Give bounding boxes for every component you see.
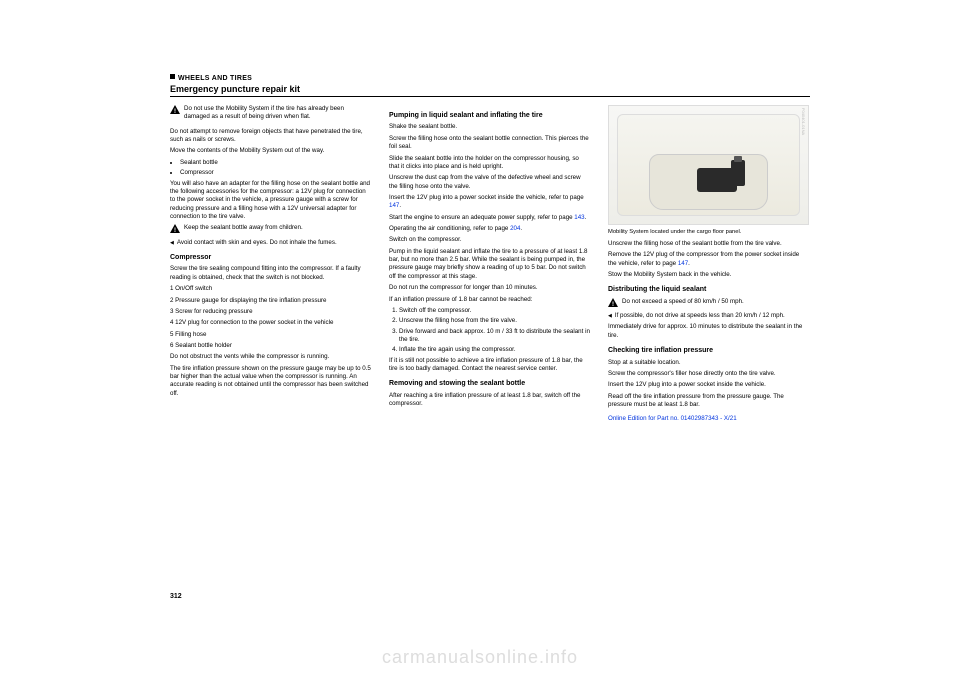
body-text: 4 12V plug for connection to the power s… — [170, 319, 371, 327]
list-item: Sealant bottle — [180, 159, 371, 167]
figure-sealant-bottle — [731, 160, 745, 186]
warning-triangle-icon: ! — [608, 298, 618, 307]
body-text: Stow the Mobility System back in the veh… — [608, 271, 809, 279]
warning-block: ! Do not exceed a speed of 80 km/h / 50 … — [608, 298, 809, 309]
body-text: Do not run the compressor for longer tha… — [389, 284, 590, 292]
warning-block: ! Keep the sealant bottle away from chil… — [170, 224, 371, 235]
svg-text:!: ! — [612, 302, 614, 307]
note-text: Avoid contact with skin and eyes. Do not… — [170, 239, 371, 247]
section-label-text: WHEELS AND TIRES — [178, 75, 252, 82]
section-label: WHEELS AND TIRES — [170, 74, 810, 82]
page-ref-link[interactable]: 147 — [678, 260, 688, 267]
body-text: Remove the 12V plug of the compressor fr… — [608, 251, 809, 268]
column-3: F040401-01NA Mobility System located und… — [608, 105, 809, 427]
page-ref-link[interactable]: 204 — [510, 225, 520, 232]
figure-trunk-mobility-system: F040401-01NA — [608, 105, 809, 225]
body-text: If an inflation pressure of 1.8 bar cann… — [389, 296, 590, 304]
warning-block: ! Do not use the Mobility System if the … — [170, 105, 371, 125]
edition-note: Online Edition for Part no. 01402987343 … — [608, 415, 809, 423]
ordered-list: Switch off the compressor. Unscrew the f… — [389, 307, 590, 355]
body-text: Move the contents of the Mobility System… — [170, 147, 371, 155]
body-text: Unscrew the dust cap from the valve of t… — [389, 174, 590, 191]
section-title: Emergency puncture repair kit — [170, 84, 810, 94]
body-text: Switch on the compressor. — [389, 236, 590, 244]
warning-triangle-icon: ! — [170, 224, 180, 233]
page-number: 312 — [170, 593, 182, 600]
watermark: carmanualsonline.info — [0, 647, 960, 668]
warning-text: Do not use the Mobility System if the ti… — [184, 105, 371, 122]
list-item: Unscrew the filling hose from the tire v… — [399, 317, 590, 325]
body-text: 6 Sealant bottle holder — [170, 342, 371, 350]
text-run: . — [520, 225, 522, 232]
body-text: Stop at a suitable location. — [608, 359, 809, 367]
header-rule — [170, 96, 810, 97]
text-run: Insert the 12V plug into a power socket … — [389, 194, 584, 201]
heading: Removing and stowing the sealant bottle — [389, 379, 590, 388]
body-text: Insert the 12V plug into a power socket … — [389, 194, 590, 211]
body-text: 3 Screw for reducing pressure — [170, 308, 371, 316]
warning-triangle-icon: ! — [170, 105, 180, 114]
body-text: Unscrew the filling hose of the sealant … — [608, 240, 809, 248]
body-text: Slide the sealant bottle into the holder… — [389, 155, 590, 172]
body-text: Screw the tire sealing compound fitting … — [170, 265, 371, 282]
page: WHEELS AND TIRES Emergency puncture repa… — [0, 0, 960, 678]
body-text: The tire inflation pressure shown on the… — [170, 365, 371, 398]
body-text: Pump in the liquid sealant and inflate t… — [389, 248, 590, 281]
text-run: Operating the air conditioning, refer to… — [389, 225, 510, 232]
square-bullet-icon — [170, 74, 175, 79]
body-text: You will also have an adapter for the fi… — [170, 180, 371, 222]
body-text: Insert the 12V plug into a power socket … — [608, 381, 809, 389]
body-text: Read off the tire inflation pressure fro… — [608, 393, 809, 410]
body-text: After reaching a tire inflation pressure… — [389, 392, 590, 409]
page-ref-link[interactable]: 143 — [574, 214, 584, 221]
text-run: . — [688, 260, 690, 267]
svg-text:!: ! — [174, 228, 176, 233]
heading: Distributing the liquid sealant — [608, 285, 809, 294]
list-item: Inflate the tire again using the compres… — [399, 346, 590, 354]
text-run: Remove the 12V plug of the compressor fr… — [608, 251, 799, 266]
figure-bottle-cap — [734, 156, 742, 162]
body-text: 2 Pressure gauge for displaying the tire… — [170, 297, 371, 305]
list-item: Drive forward and back approx. 10 m / 33… — [399, 328, 590, 345]
body-text: 1 On/Off switch — [170, 285, 371, 293]
page-header: WHEELS AND TIRES Emergency puncture repa… — [170, 74, 810, 97]
heading: Pumping in liquid sealant and inflating … — [389, 111, 590, 120]
body-text: Shake the sealant bottle. — [389, 123, 590, 131]
body-text: 5 Filling hose — [170, 331, 371, 339]
figure-caption: Mobility System located under the cargo … — [608, 229, 809, 237]
text-run: Start the engine to ensure an adequate p… — [389, 214, 574, 221]
body-text: If it is still not possible to achieve a… — [389, 357, 590, 374]
text-run: . — [399, 202, 401, 209]
body-text: Do not attempt to remove foreign objects… — [170, 128, 371, 145]
figure-reference-code: F040401-01NA — [801, 108, 806, 135]
columns: ! Do not use the Mobility System if the … — [170, 105, 810, 427]
body-text: Screw the compressor's filler hose direc… — [608, 370, 809, 378]
note-text: If possible, do not drive at speeds less… — [608, 312, 809, 320]
body-text: Immediately drive for approx. 10 minutes… — [608, 323, 809, 340]
column-2: Pumping in liquid sealant and inflating … — [389, 105, 590, 427]
body-text: Start the engine to ensure an adequate p… — [389, 214, 590, 222]
list-item: Compressor — [180, 169, 371, 177]
text-run: . — [585, 214, 587, 221]
body-text: Do not obstruct the vents while the comp… — [170, 353, 371, 361]
warning-text: Keep the sealant bottle away from childr… — [184, 224, 303, 232]
warning-text: Do not exceed a speed of 80 km/h / 50 mp… — [622, 298, 744, 306]
edition-link[interactable]: Online Edition for Part no. 01402987343 … — [608, 415, 737, 422]
svg-text:!: ! — [174, 109, 176, 114]
body-text: Screw the filling hose onto the sealant … — [389, 135, 590, 152]
heading: Checking tire inflation pressure — [608, 346, 809, 355]
column-1: ! Do not use the Mobility System if the … — [170, 105, 371, 427]
bullet-list: Sealant bottle Compressor — [170, 159, 371, 178]
heading: Compressor — [170, 253, 371, 262]
page-ref-link[interactable]: 147 — [389, 202, 399, 209]
list-item: Switch off the compressor. — [399, 307, 590, 315]
body-text: Operating the air conditioning, refer to… — [389, 225, 590, 233]
